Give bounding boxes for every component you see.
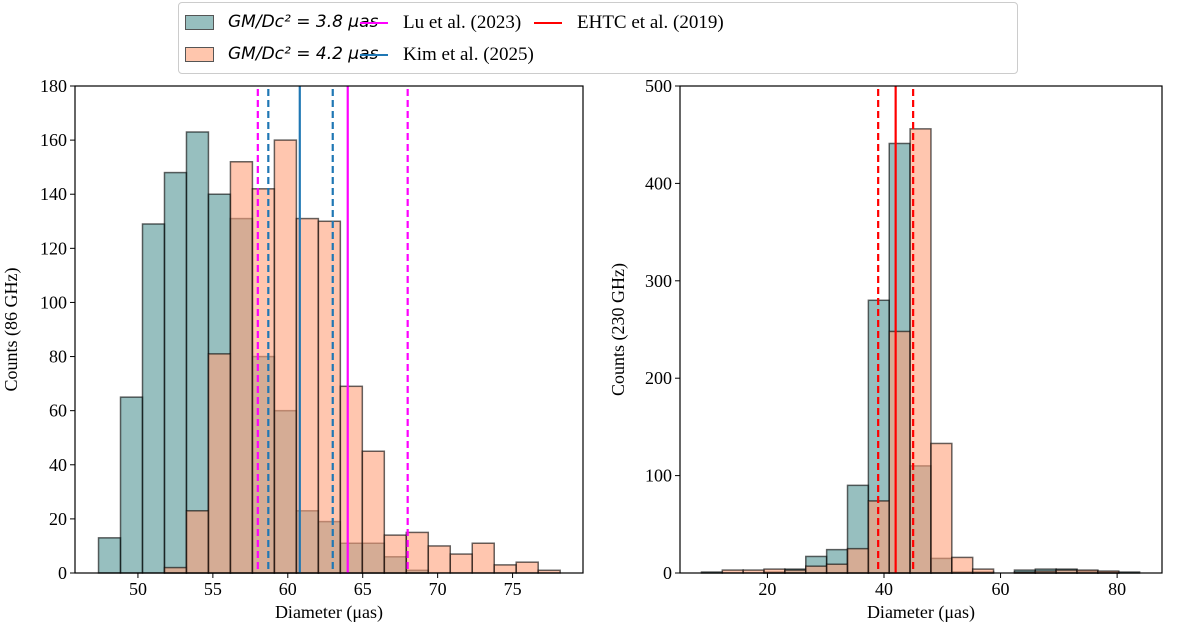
- legend-item-kim: Kim et al. (2025): [360, 44, 534, 66]
- legend-line-red: [534, 22, 562, 24]
- histogram-bar: [493, 564, 517, 574]
- histogram-bar: [930, 442, 953, 574]
- histogram-bar: [119, 396, 144, 574]
- histogram-bar: [317, 220, 342, 574]
- histogram-bar: [207, 353, 232, 574]
- histogram-bar: [515, 561, 539, 574]
- legend-label: Kim et al. (2025): [403, 44, 534, 65]
- x-axis-label: Diameter (μas): [867, 602, 975, 623]
- histogram-bar: [888, 330, 911, 574]
- legend-label: EHTC et al. (2019): [577, 12, 724, 33]
- legend-item-3-8: GM/Dc² = 3.8 μas: [185, 12, 378, 32]
- y-tick-label: 20: [49, 509, 67, 529]
- histogram-bar: [339, 385, 364, 574]
- y-tick-label: 80: [49, 347, 67, 367]
- histogram-bar: [471, 542, 495, 574]
- histogram-bar: [97, 537, 122, 574]
- y-tick-label: 40: [49, 455, 67, 475]
- histogram-bar: [383, 534, 408, 574]
- histogram-bar: [909, 128, 932, 574]
- x-tick-label: 80: [1108, 579, 1126, 599]
- histogram-bar: [951, 556, 974, 574]
- y-tick-label: 500: [645, 76, 672, 96]
- y-tick-label: 180: [40, 76, 67, 96]
- histogram-bar: [141, 223, 166, 574]
- histogram-bar: [163, 566, 188, 574]
- legend-label: GM/Dc² = 4.2 μas: [228, 44, 379, 64]
- histogram-bar: [427, 545, 452, 574]
- histogram-bar: [185, 131, 210, 574]
- y-tick-label: 60: [49, 401, 67, 421]
- legend-label: GM/Dc² = 3.8 μas: [228, 12, 379, 32]
- y-tick-label: 160: [40, 130, 67, 150]
- legend-swatch-orange: [185, 46, 214, 62]
- histogram-bar: [449, 553, 473, 574]
- y-tick-label: 300: [645, 271, 672, 291]
- legend-item-ehtc: EHTC et al. (2019): [534, 12, 724, 34]
- legend-item-4-2: GM/Dc² = 4.2 μas: [185, 44, 378, 64]
- histogram-bar: [229, 161, 254, 574]
- histogram-bar: [846, 547, 870, 574]
- histogram-bar: [825, 563, 849, 574]
- y-tick-label: 200: [645, 368, 672, 388]
- histogram-bar: [185, 510, 210, 574]
- y-tick-label: 100: [645, 466, 672, 486]
- x-tick-label: 55: [204, 579, 222, 599]
- histogram-bar: [361, 450, 386, 574]
- y-axis-label: Counts (230 GHz): [608, 263, 629, 396]
- x-tick-label: 20: [758, 579, 776, 599]
- x-tick-label: 40: [875, 579, 893, 599]
- x-axis-label: Diameter (μas): [275, 602, 383, 623]
- legend-line-blue: [360, 54, 388, 56]
- histogram-bar: [805, 565, 828, 574]
- x-tick-label: 60: [992, 579, 1010, 599]
- y-tick-label: 140: [40, 184, 67, 204]
- histogram-bar: [405, 531, 430, 574]
- axes-frame: [74, 85, 584, 574]
- histogram-bar: [251, 188, 276, 574]
- legend-label: Lu et al. (2023): [403, 12, 522, 33]
- panel-230ghz: 20 40 60 80 0 100 200 300 400 500 Diameter (μas) Co…: [608, 76, 1163, 623]
- panel-86ghz: 50 55 60 65 70 75 0 20 40 60 80 100 120 140 160 180 Diam…: [1, 76, 584, 623]
- y-axis-label: Counts (86 GHz): [1, 268, 22, 392]
- histogram-bar: [273, 139, 298, 574]
- x-tick-label: 50: [129, 579, 147, 599]
- y-tick-label: 0: [663, 563, 672, 583]
- axes-frame: [679, 85, 1163, 574]
- legend: GM/Dc² = 3.8 μas GM/Dc² = 4.2 μas Lu et …: [178, 2, 1018, 74]
- y-tick-label: 0: [58, 563, 67, 583]
- y-tick-label: 400: [645, 173, 672, 193]
- x-tick-label: 65: [354, 579, 372, 599]
- x-tick-label: 60: [279, 579, 297, 599]
- legend-swatch-teal: [185, 14, 214, 30]
- x-tick-label: 75: [504, 579, 522, 599]
- legend-item-lu: Lu et al. (2023): [360, 12, 521, 34]
- x-tick-label: 70: [429, 579, 447, 599]
- histogram-bar: [163, 171, 188, 574]
- y-tick-label: 120: [40, 238, 67, 258]
- legend-line-magenta: [360, 22, 388, 24]
- y-tick-label: 100: [40, 292, 67, 312]
